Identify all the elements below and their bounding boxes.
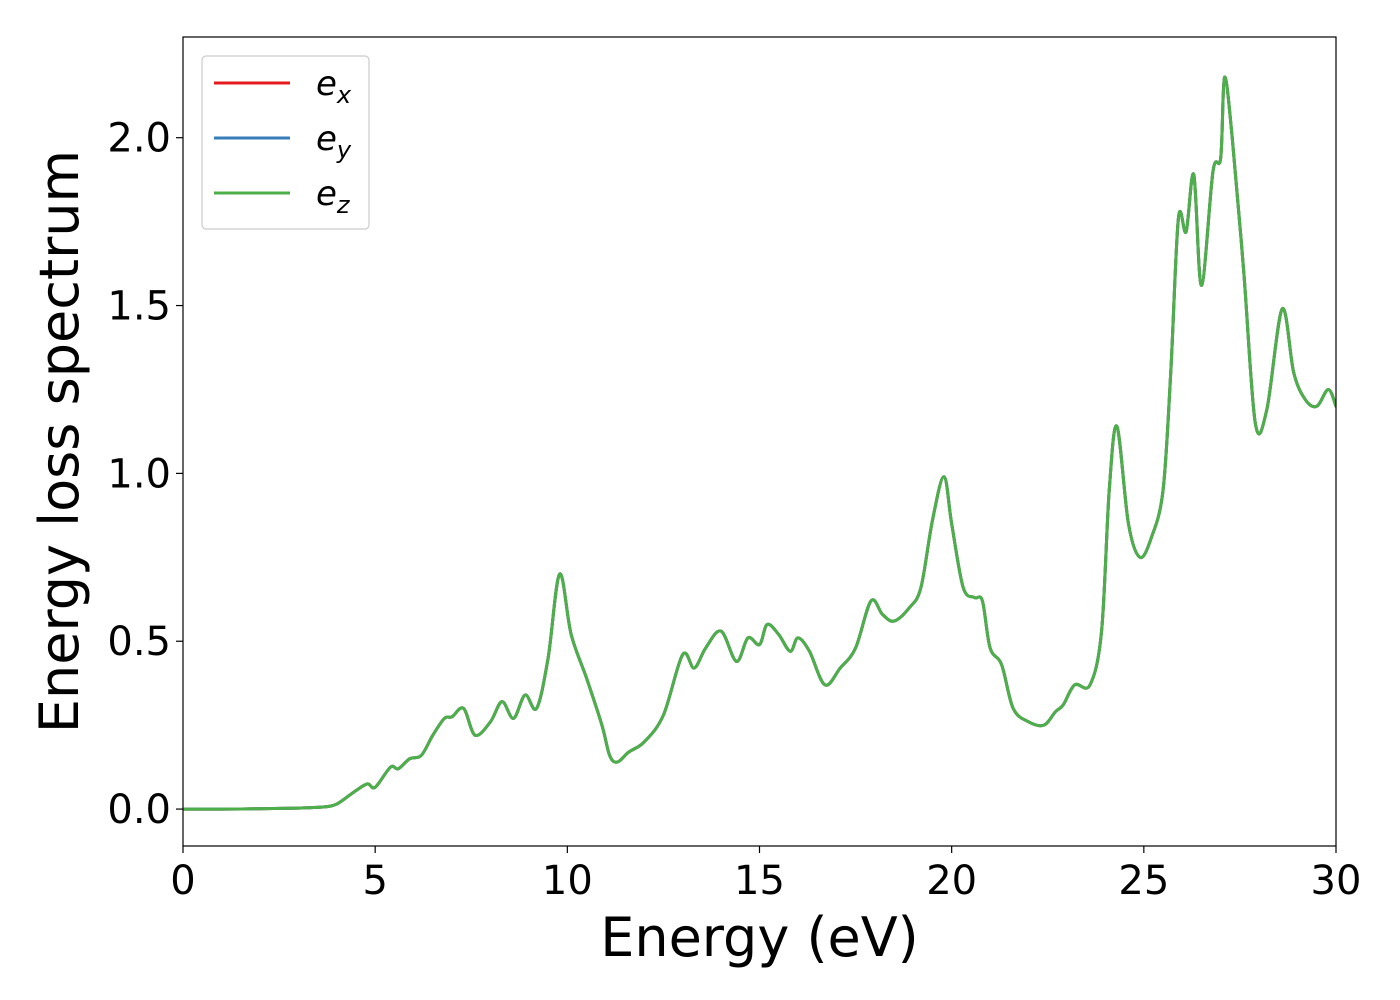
y-tick-label: 2.0 [107,116,171,162]
x-tick-label: 15 [734,858,785,904]
series-line-ez [183,75,1336,811]
legend-label: ex [316,64,352,109]
x-tick-label: 5 [362,858,387,904]
x-tick-label: 25 [1118,858,1169,904]
legend-label: ez [316,174,351,219]
x-axis-ticks: 0 5 10 15 20 25 30 [170,846,1361,904]
series-layer [183,75,1336,811]
x-tick-label: 20 [926,858,977,904]
y-tick-label: 1.0 [107,451,171,497]
y-axis-label: Energy loss spectrum [28,150,91,733]
legend: ex ey ez [201,55,370,230]
legend-label: ey [316,119,352,164]
x-axis-label: Energy (eV) [600,906,919,969]
x-tick-label: 30 [1311,858,1362,904]
y-tick-label: 0.0 [107,787,171,833]
y-tick-label: 0.5 [107,619,171,665]
legend-box [201,55,370,230]
y-tick-label: 1.5 [107,284,171,330]
x-tick-label: 10 [542,858,593,904]
y-axis-ticks: 0.0 0.5 1.0 1.5 2.0 [107,116,183,833]
x-tick-label: 0 [170,858,195,904]
